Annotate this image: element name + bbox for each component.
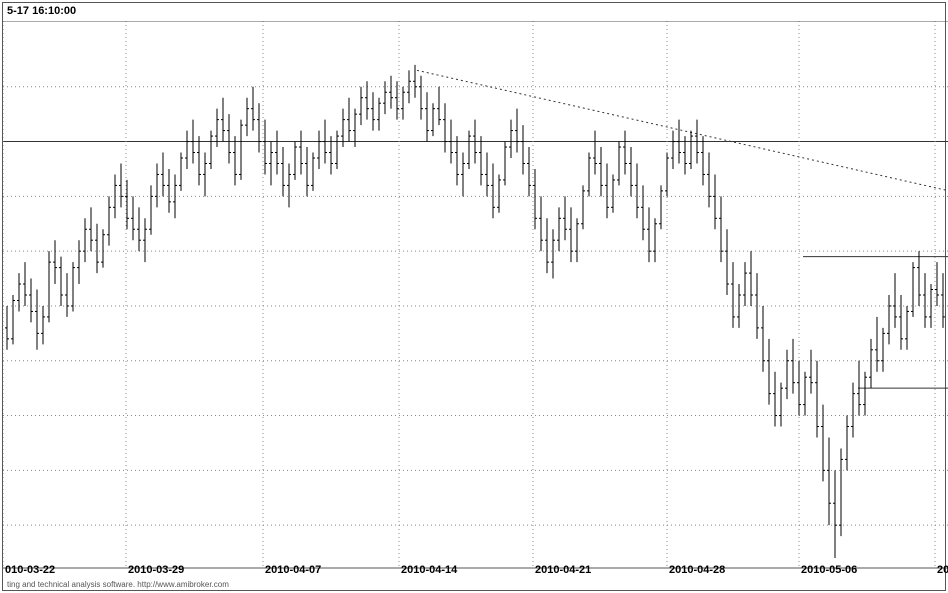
footer-text: ting and technical analysis software. ht… (7, 580, 229, 589)
chart-frame: 5-17 16:10:00 010-03-22 2010-03-29 2010-04… (2, 2, 946, 591)
x-axis-label: 2010-05-06 (801, 564, 857, 576)
x-axis: 010-03-22 2010-03-29 2010-04-07 2010-04-14 2… (3, 564, 948, 578)
candlestick-chart[interactable] (3, 21, 948, 569)
x-axis-label: 010-03-22 (5, 564, 55, 576)
x-axis-label: 2010-04-07 (265, 564, 321, 576)
x-axis-label: 2010-03-29 (128, 564, 184, 576)
x-axis-label: 2010-04-21 (535, 564, 591, 576)
chart-title: 5-17 16:10:00 (3, 3, 80, 19)
x-axis-label: 2010-04-28 (669, 564, 725, 576)
x-axis-label: 20 (937, 564, 948, 576)
x-axis-label: 2010-04-14 (401, 564, 457, 576)
